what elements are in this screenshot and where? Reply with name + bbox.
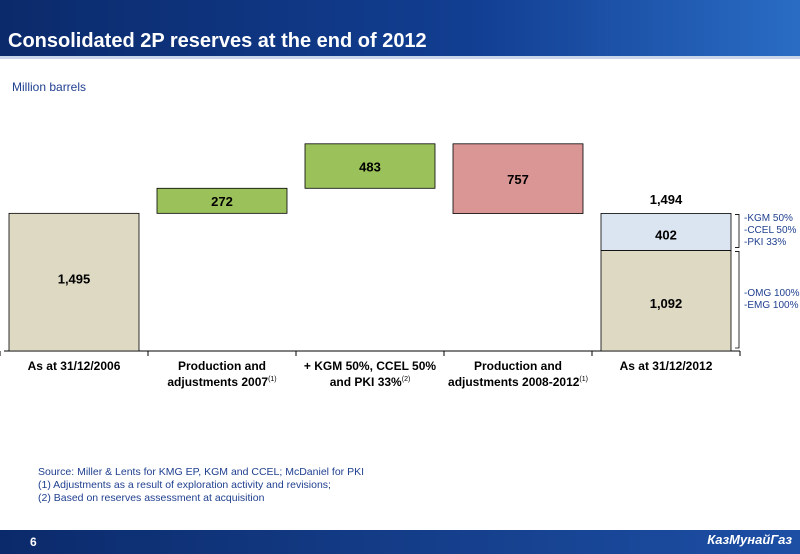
segment-note: -KGM 50% (744, 212, 793, 224)
segment-note: -PKI 33% (744, 236, 787, 248)
category-text: As at 31/12/2012 (619, 359, 713, 373)
bar-segment (600, 250, 732, 352)
chart: 1,495 272 483 757 1,092 402 1,494 (0, 143, 741, 356)
x-tick-label: Production and adjustments 2007(1) (152, 359, 292, 389)
bar (452, 143, 584, 214)
bottom-bar (0, 530, 800, 554)
total-label: 1,494 (650, 192, 683, 207)
x-tick-label: As at 31/12/2012 (596, 359, 736, 373)
value-label: 1,092 (650, 296, 683, 311)
value-label: 1,495 (58, 272, 91, 287)
segment-note: -CCEL 50% (744, 224, 797, 236)
title: Consolidated 2P reserves at the end of 2… (8, 30, 427, 52)
segment-note: -EMG 100% (744, 299, 799, 311)
category-text: Production and adjustments 2007 (167, 359, 269, 389)
bracket (735, 251, 740, 349)
footnote-ref: (1) (268, 376, 277, 383)
category-text: + KGM 50%, CCEL 50% and PKI 33% (303, 359, 437, 389)
logo: КазМунайГаз (707, 532, 792, 547)
x-tick-label: Production and adjustments 2008-2012(1) (448, 359, 588, 389)
bar (156, 187, 288, 214)
bar (8, 212, 140, 352)
title-bar (0, 0, 800, 59)
footnote: (2) Based on reserves assessment at acqu… (38, 492, 265, 504)
value-label: 272 (211, 194, 233, 209)
footnote-ref: (1) (579, 376, 588, 383)
value-label: 757 (507, 172, 529, 187)
category-text: As at 31/12/2006 (27, 359, 121, 373)
category-text: Production and adjustments 2008-2012 (448, 359, 580, 389)
value-label: 402 (655, 227, 677, 242)
bar-segment (600, 213, 732, 251)
footnote: (1) Adjustments as a result of explorati… (38, 479, 331, 491)
value-label: 483 (359, 159, 381, 174)
page-number: 6 (30, 535, 37, 549)
source: Source: Miller & Lents for KMG EP, KGM a… (38, 466, 365, 478)
x-tick-label: + KGM 50%, CCEL 50% and PKI 33%(2) (300, 359, 440, 389)
segment-note: -OMG 100% (744, 287, 800, 299)
x-tick-label: As at 31/12/2006 (4, 359, 144, 373)
footer: Source: Miller & Lents for KMG EP, KGM a… (38, 466, 364, 505)
footnote-ref: (2) (401, 376, 411, 383)
bar (304, 143, 436, 189)
bracket (735, 214, 740, 248)
y-label: Million barrels (12, 80, 87, 94)
